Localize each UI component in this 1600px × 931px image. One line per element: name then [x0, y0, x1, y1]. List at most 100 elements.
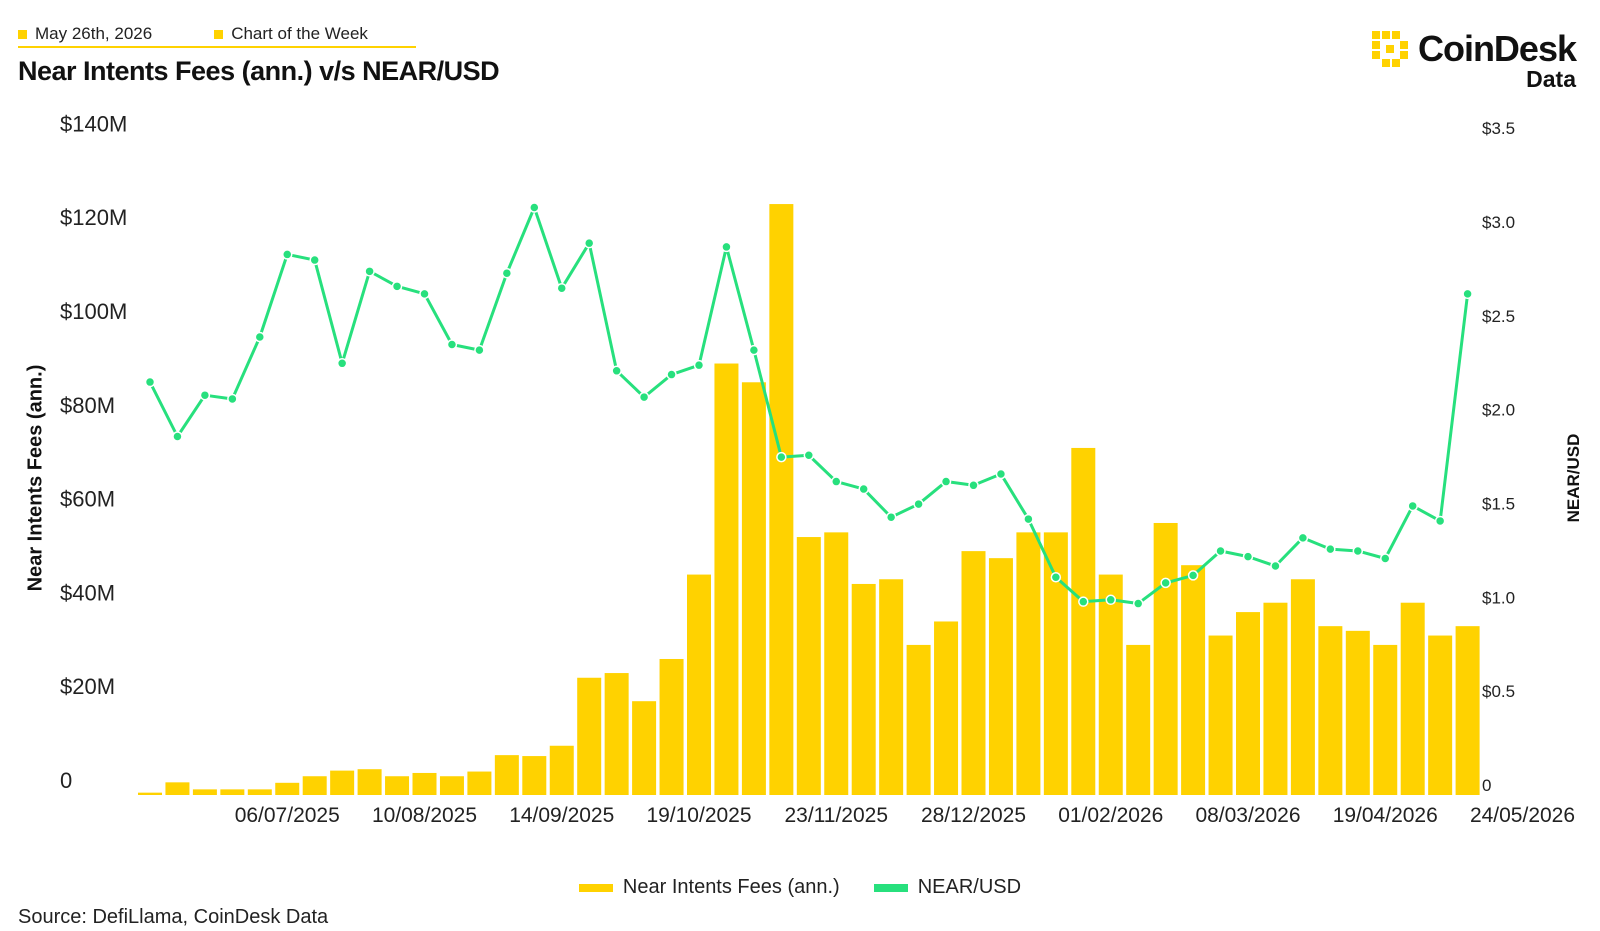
price-point — [913, 498, 924, 510]
fee-bar — [577, 677, 602, 795]
series-tag-text: Chart of the Week — [231, 24, 368, 43]
y-tick-label-left: $40M — [60, 580, 115, 605]
y-tick-label-right: $1.5 — [1482, 494, 1515, 513]
x-tick-label: 28/12/2025 — [921, 804, 1026, 827]
x-tick-label: 24/05/2026 — [1470, 804, 1575, 827]
fee-bar — [1400, 602, 1425, 795]
price-point — [1215, 545, 1226, 557]
y-tick-label-left: $20M — [60, 674, 115, 699]
fee-bar — [1181, 565, 1206, 795]
y-tick-label-left: $140M — [60, 111, 127, 136]
y-tick-label-right: $0.5 — [1482, 682, 1515, 701]
price-point — [611, 365, 622, 377]
price-point — [1078, 596, 1089, 607]
price-point — [1242, 551, 1254, 562]
fee-bar — [165, 782, 190, 795]
fee-bar — [522, 756, 547, 795]
x-tick-label: 23/11/2025 — [784, 804, 888, 827]
price-point — [474, 344, 485, 356]
fee-bar — [192, 789, 217, 795]
x-tick-label: 19/04/2026 — [1333, 804, 1438, 827]
fee-bar — [1373, 644, 1398, 795]
y-tick-label-right: $3.0 — [1482, 213, 1515, 232]
price-point — [1352, 545, 1364, 557]
fee-bar — [1345, 630, 1370, 795]
fee-bar — [1071, 447, 1096, 795]
price-point — [1132, 598, 1144, 609]
fee-bar — [1263, 602, 1288, 795]
price-point — [144, 376, 156, 388]
brand-sub: Data — [1526, 66, 1576, 92]
y-tick-label-right: 0 — [1482, 776, 1491, 795]
price-point — [995, 468, 1007, 480]
price-point — [336, 358, 348, 369]
price-point — [776, 451, 787, 463]
fee-bar — [385, 776, 410, 795]
price-point — [172, 431, 183, 442]
series-tag: Chart of the Week — [214, 24, 368, 44]
price-point — [1187, 570, 1199, 581]
price-point — [1023, 513, 1034, 525]
fee-bar — [879, 579, 904, 795]
price-point — [1160, 577, 1171, 589]
price-point — [858, 483, 869, 495]
fee-bar — [988, 558, 1013, 795]
y-tick-label-right: $2.5 — [1482, 307, 1515, 326]
y-tick-label-right: $1.0 — [1482, 588, 1515, 607]
fee-bar — [247, 789, 272, 795]
fee-bar — [687, 574, 711, 795]
price-point — [227, 393, 238, 405]
price-point — [282, 249, 293, 260]
fee-bar — [412, 772, 437, 795]
brand-logo: CoinDesk Data — [1370, 28, 1577, 93]
y-tick-label-left: $60M — [60, 487, 115, 512]
coindesk-logo-icon — [1371, 31, 1408, 67]
fee-bar — [220, 789, 245, 795]
fee-bar — [1318, 626, 1343, 795]
fee-bar — [1126, 644, 1151, 795]
price-point — [968, 480, 979, 491]
price-point — [199, 389, 211, 401]
legend-label-fees: Near Intents Fees (ann.) — [622, 876, 840, 898]
chart-title: Near Intents Fees (ann.) v/s NEAR/USD — [18, 56, 500, 86]
chart-area: 0 $20M $40M $60M $80M $100M $120M $140M 0 $0.5 $1.… — [60, 111, 1575, 827]
y-tick-label-left: $120M — [60, 205, 127, 230]
x-tick-label: 06/07/2025 — [235, 804, 340, 827]
fee-bar — [961, 551, 986, 795]
fee-bar — [632, 701, 657, 795]
fee-bar — [1455, 626, 1480, 795]
price-point — [721, 241, 732, 253]
date-tag: May 26th, 2026 — [18, 24, 152, 44]
price-point — [693, 359, 705, 371]
date-tag-text: May 26th, 2026 — [35, 24, 153, 43]
fee-bar — [302, 776, 327, 795]
x-tick-label: 19/10/2025 — [646, 804, 751, 827]
fee-bar — [906, 644, 931, 795]
price-point — [501, 267, 513, 279]
legend-swatch-price — [873, 883, 908, 892]
tag-square-icon — [18, 29, 27, 39]
price-point — [1462, 288, 1473, 300]
fee-bar — [1016, 532, 1041, 795]
legend-item-fees: Near Intents Fees (ann.) — [578, 876, 840, 899]
price-point — [666, 369, 677, 380]
fee-bar — [1290, 579, 1315, 795]
chart-legend: Near Intents Fees (ann.) NEAR/USD — [0, 876, 1600, 899]
x-tick-label: 14/09/2025 — [509, 804, 614, 827]
price-point — [556, 282, 567, 294]
fee-bar — [1153, 522, 1178, 795]
legend-label-price: NEAR/USD — [917, 876, 1022, 898]
price-point — [748, 344, 760, 356]
x-tick-label: 08/03/2026 — [1195, 804, 1300, 827]
price-point — [831, 476, 842, 487]
fee-bar — [659, 658, 684, 795]
price-point — [1050, 572, 1062, 583]
fee-bar — [439, 776, 464, 795]
price-point — [1325, 543, 1336, 555]
fee-bar — [330, 770, 355, 795]
brand-name: CoinDesk — [1417, 28, 1577, 69]
fee-bar — [741, 382, 766, 795]
fee-bar — [494, 755, 519, 795]
price-point — [446, 339, 458, 350]
header-tags: May 26th, 2026 Chart of the Week — [18, 22, 416, 48]
